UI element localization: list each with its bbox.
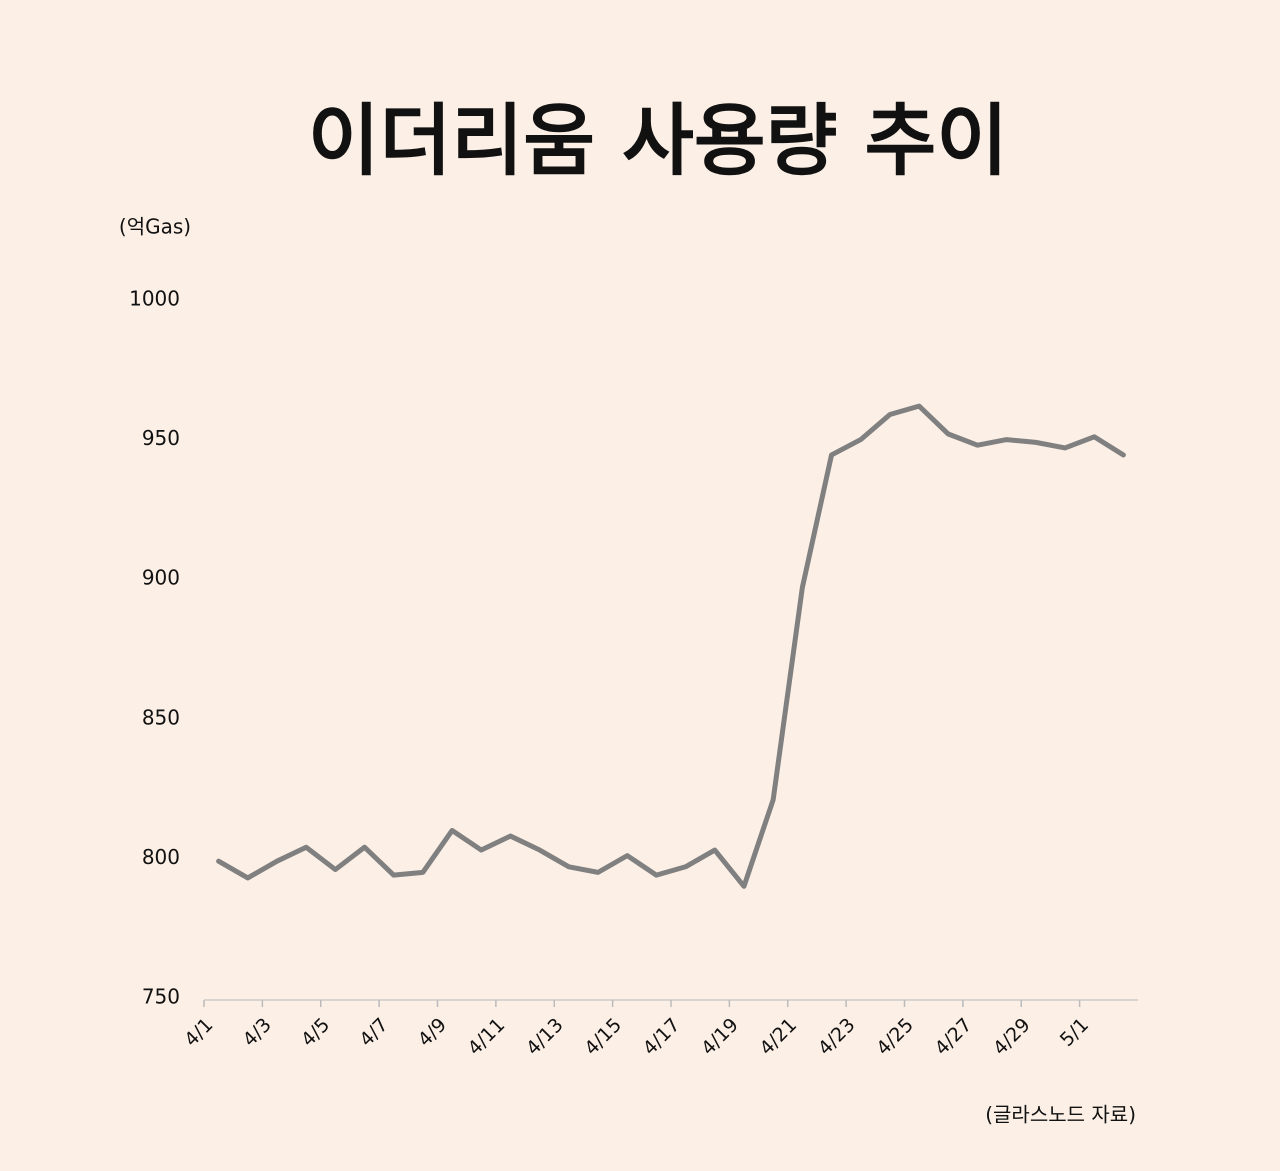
data-line xyxy=(216,403,1126,889)
y-tick-label: 850 xyxy=(142,705,180,729)
y-tick-label: 900 xyxy=(142,566,180,590)
y-axis-label: (억Gas) xyxy=(119,215,191,239)
source-note: (글라스노드 자료) xyxy=(985,1103,1136,1127)
chart-title: 이더리움 사용량 추이 xyxy=(308,96,1008,186)
y-tick-label: 950 xyxy=(142,426,180,450)
y-tick-label: 750 xyxy=(142,985,180,1009)
y-tick-label: 1000 xyxy=(129,287,180,311)
y-tick-label: 800 xyxy=(142,845,180,869)
